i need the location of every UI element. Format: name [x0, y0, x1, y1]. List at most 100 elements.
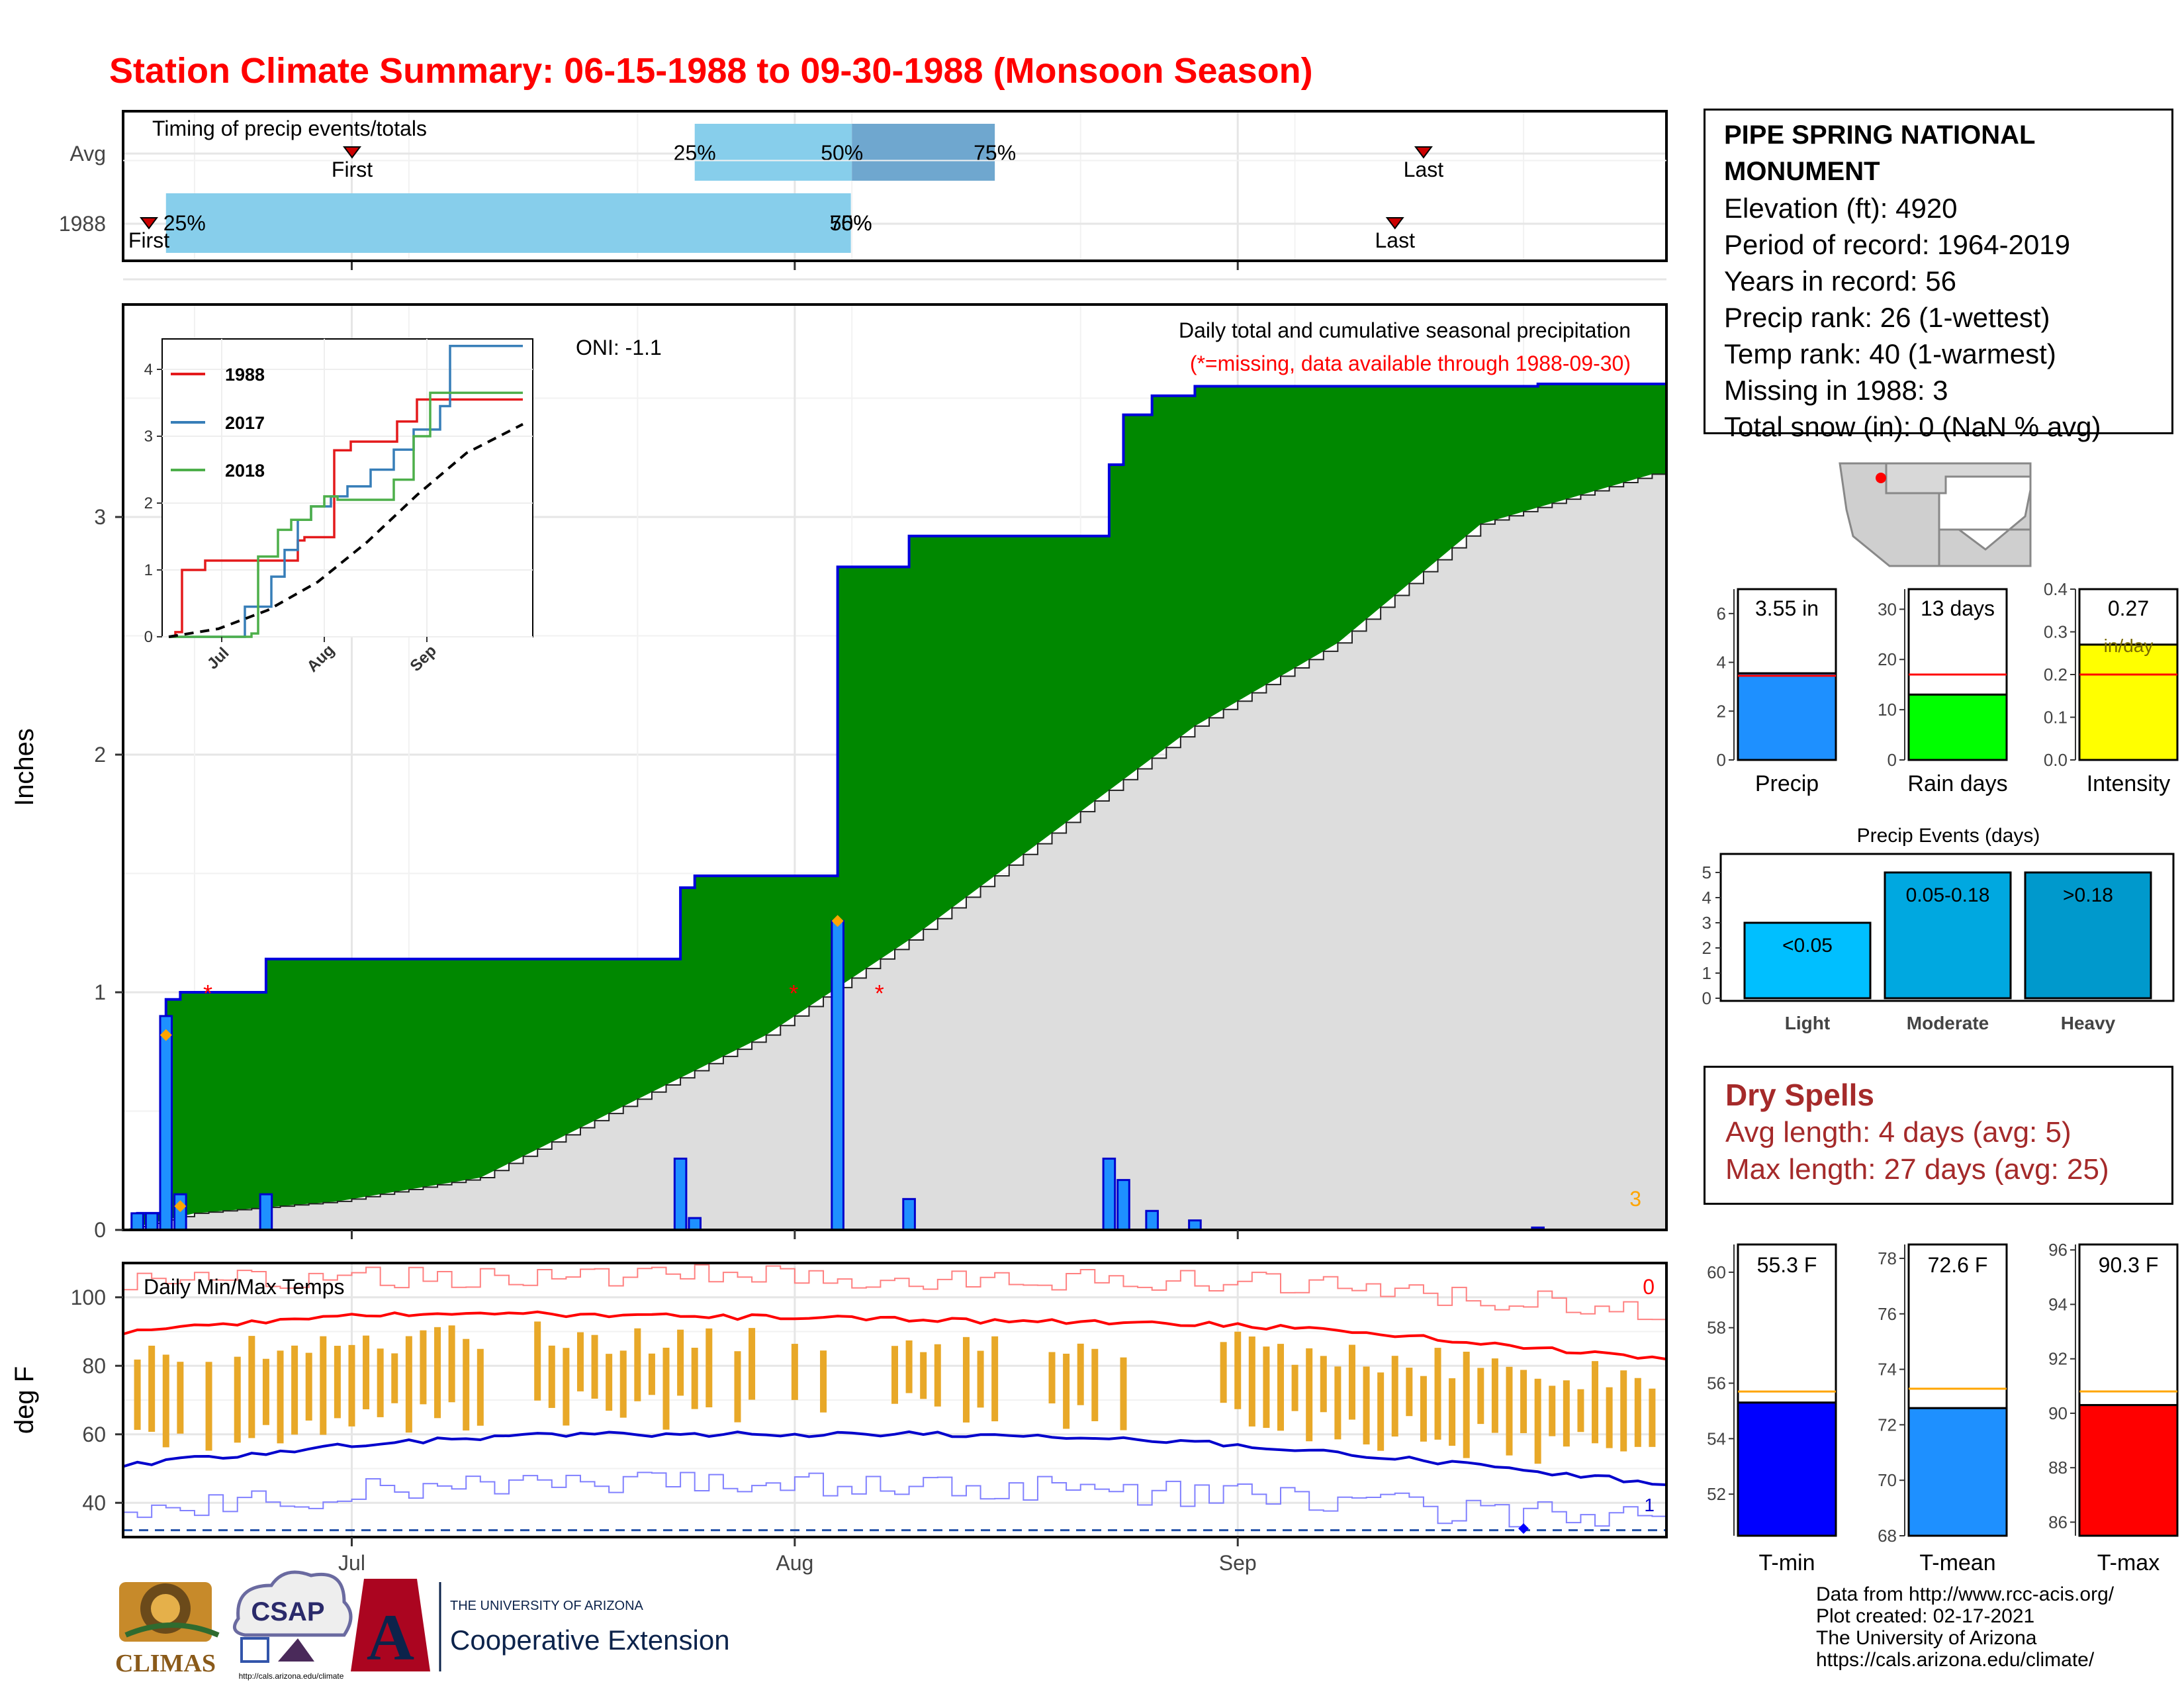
daily-temp-range-bar	[1634, 1378, 1641, 1447]
avg-25-50-bar	[694, 124, 852, 181]
temp-panel-frame	[122, 1262, 1668, 1538]
daily-temp-range-bar	[291, 1345, 298, 1435]
temp-summary-y-tick-label: 76	[1878, 1304, 1897, 1324]
station-missing: Missing in 1988: 3	[1724, 375, 1948, 406]
daily-temp-range-bar	[991, 1336, 999, 1422]
temp-summary-y-tick-label: 58	[1707, 1318, 1726, 1338]
timing-row-label-1988: 1988	[59, 212, 106, 236]
avg-cumulative-area	[123, 474, 1666, 1230]
temp-summary-value-label: 55.3 F	[1757, 1253, 1817, 1277]
daily-temp-range-bar	[334, 1346, 341, 1419]
summary-bar-rain-days	[1907, 693, 2008, 761]
daily-temp-range-bar	[1234, 1331, 1242, 1409]
y1988-last-label: Last	[1375, 228, 1415, 252]
daily-temp-range-bar	[377, 1348, 384, 1417]
temp-summary-y-tick-label: 88	[2048, 1458, 2068, 1477]
inset-line-1988	[169, 398, 523, 638]
summary-value-unit: in/day	[2104, 635, 2154, 656]
inset-y-tick-label: 1	[144, 561, 153, 579]
summary-y-tick-label: 0.1	[2044, 708, 2068, 727]
daily-temp-range-bar	[1420, 1376, 1427, 1442]
daily-temp-range-bar	[905, 1340, 913, 1393]
daily-temp-range-bar	[477, 1348, 484, 1426]
daily-temp-range-bar	[1534, 1378, 1541, 1464]
temp-summary-y-tick-label: 96	[2048, 1240, 2068, 1260]
daily-temp-range-bar	[1434, 1348, 1441, 1440]
daily-temp-range-bar	[1649, 1388, 1656, 1447]
summary-y-tick-label: 0.4	[2044, 579, 2068, 599]
y1988-last-marker	[1385, 217, 1404, 230]
daily-temp-range-bar	[619, 1350, 627, 1418]
daily-temp-range-bar	[648, 1353, 655, 1395]
missing-marker: *	[789, 980, 798, 1007]
daily-temp-range-bar	[1120, 1357, 1127, 1430]
summary-y-tick-label: 0	[1888, 750, 1897, 770]
extreme-marker	[159, 1029, 172, 1041]
daily-temp-range-bar	[1048, 1352, 1056, 1404]
precip-events-chart: Precip Events (days) 0 1 2 3 4 5 <0.05 Light 0.05…	[1702, 825, 2175, 1033]
dry-spells-box: Dry Spells Avg length: 4 days (avg: 5) M…	[1704, 1066, 2173, 1205]
daily-temp-range-bar	[934, 1344, 941, 1407]
precip-events-bar-heavy	[2024, 871, 2152, 1000]
daily-temp-range-bar	[1491, 1358, 1498, 1433]
daily-temp-range-bar	[262, 1358, 269, 1425]
precip-events-bar-value: <0.05	[1782, 935, 1833, 957]
temp-count-top: 0	[1643, 1275, 1655, 1299]
precip-y-tick-label: 3	[94, 505, 106, 529]
precip-bar	[1188, 1219, 1202, 1231]
inset-y-tick-label: 3	[144, 428, 153, 445]
summary-bar-label: Precip	[1755, 771, 1819, 796]
avg-last-label: Last	[1404, 158, 1444, 181]
timing-row-label-avg: Avg	[69, 142, 106, 165]
daily-temp-range-bar	[177, 1362, 184, 1434]
temp-summary-y-tick-label: 52	[1707, 1484, 1726, 1504]
footer-credits: Data from http://www.rcc-acis.org/ Plot …	[1816, 1583, 2114, 1671]
inset-line-2017	[169, 344, 523, 638]
daily-temp-range-bar	[1406, 1368, 1413, 1417]
temp-summary-bar-label: T-max	[2097, 1550, 2160, 1575]
temp-summary-bar-t-mean	[1907, 1407, 2008, 1537]
freeze-marker	[1518, 1523, 1529, 1534]
station-marker	[1876, 473, 1886, 483]
daily-temp-range-bar	[563, 1348, 570, 1426]
daily-temp-range-bar	[576, 1332, 584, 1391]
temp-summary-y-tick-label: 90	[2048, 1403, 2068, 1423]
summary-y-tick-label: 4	[1717, 653, 1726, 673]
station-snow: Total snow (in): 0 (NaN % avg)	[1724, 411, 2101, 442]
precip-events-bar-label: Light	[1785, 1013, 1830, 1033]
uofa-line-2: Cooperative Extension	[450, 1624, 730, 1656]
temp-summary-bar-background	[2078, 1243, 2179, 1407]
temp-summary-y-tick-label: 86	[2048, 1512, 2068, 1532]
daily-temp-range-bar	[420, 1330, 427, 1405]
temp-summary-y-tick-label: 92	[2048, 1349, 2068, 1369]
daily-temp-range-bar	[1449, 1378, 1456, 1446]
uofa-logo-letter: A	[367, 1601, 414, 1674]
temp-summary-y-tick-label: 94	[2048, 1294, 2068, 1314]
temp-y-tick-label: 40	[82, 1491, 106, 1515]
daily-temp-range-bar	[277, 1350, 284, 1444]
daily-temp-range-bar	[634, 1328, 641, 1401]
daily-temp-range-bar	[691, 1347, 698, 1409]
daily-temp-range-bar	[148, 1345, 156, 1432]
temp-summary-bar-t-min	[1737, 1401, 1837, 1537]
temp-summary-y-tick-label: 70	[1878, 1470, 1897, 1490]
avg-first-label: First	[332, 158, 373, 181]
inset-y-tick-label: 0	[144, 628, 153, 646]
daily-temp-range-bar	[1077, 1343, 1084, 1405]
inset-legend: 1988 2017 2018	[171, 365, 265, 481]
daily-temp-range-bar	[1377, 1372, 1385, 1451]
daily-temp-range-bar	[1248, 1336, 1255, 1427]
summary-y-tick-label: 6	[1717, 604, 1726, 624]
daily-temp-range-bar	[820, 1350, 827, 1413]
events-y-tick-label: 2	[1702, 938, 1711, 958]
temp-summary-bar-label: T-mean	[1919, 1550, 1995, 1575]
daily-temp-range-bar	[1348, 1344, 1355, 1420]
record-low-line	[123, 1472, 1667, 1528]
summary-y-tick-label: 0.2	[2044, 665, 2068, 684]
csap-logo: CSAP http://cals.arizona.edu/climate	[232, 1570, 353, 1681]
daily-temp-range-bar	[749, 1328, 756, 1400]
temp-summary-bar-t-max	[2078, 1404, 2179, 1537]
precip-bar	[831, 919, 844, 1231]
avg-50-75-bar	[852, 124, 995, 181]
